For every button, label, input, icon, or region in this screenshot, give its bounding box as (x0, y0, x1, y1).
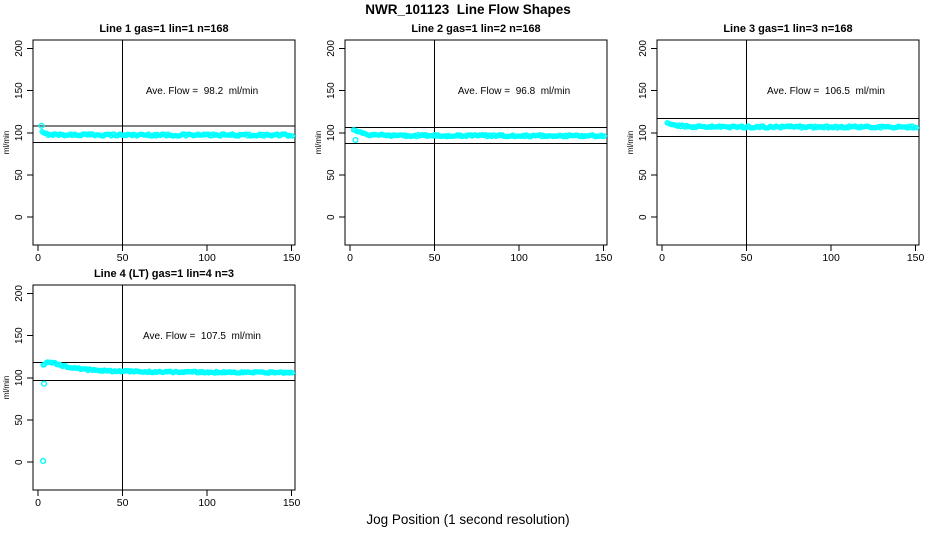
x-tick-label: 100 (198, 497, 216, 508)
y-tick-label: 150 (638, 82, 649, 99)
data-point (601, 133, 608, 139)
x-tick-label: 50 (117, 252, 129, 263)
subplot-line-1: Line 1 gas=1 lin=1 n=168 Ave. Flow = 98.… (0, 18, 312, 263)
data-points (38, 122, 296, 139)
outlier-point (39, 457, 47, 465)
subplot-title: Line 2 gas=1 lin=2 n=168 (411, 23, 541, 35)
subplot-title: Line 1 gas=1 lin=1 n=168 (99, 23, 229, 35)
data-points (39, 359, 296, 465)
x-tick-label: 50 (429, 252, 441, 263)
plot-canvas-line-2: 0 50 100 150 200 0 50 100 150 ml/min (314, 39, 613, 263)
y-tick-label: 150 (14, 82, 25, 99)
y-axis-unit-label: ml/min (314, 131, 323, 155)
plot-border (344, 39, 608, 246)
data-point (289, 370, 296, 376)
y-axis-unit-label: ml/min (626, 131, 635, 155)
subplot-title: Line 4 (LT) gas=1 lin=4 n=3 (93, 268, 235, 280)
y-tick-label: 50 (638, 169, 649, 181)
ave-flow-annotation: Ave. Flow = 107.5 ml/min (143, 331, 261, 342)
y-tick-label: 100 (326, 124, 337, 141)
outlier-point (38, 122, 45, 129)
data-point (913, 124, 920, 131)
subplot-line-3: Line 3 gas=1 lin=3 n=168 Ave. Flow = 106… (624, 18, 936, 263)
x-tick-label: 0 (35, 252, 41, 263)
y-axis-unit-label: ml/min (2, 376, 11, 400)
data-points (664, 120, 920, 131)
x-tick-label: 100 (198, 252, 216, 263)
y-tick-label: 150 (14, 327, 25, 344)
ave-flow-annotation: Ave. Flow = 98.2 ml/min (145, 86, 259, 97)
y-tick-label: 0 (326, 214, 337, 220)
x-tick-label: 100 (510, 252, 528, 263)
y-tick-label: 100 (638, 124, 649, 141)
plot-canvas-line-1: 0 50 100 150 200 0 50 100 150 ml/min (2, 39, 301, 263)
data-point (289, 133, 296, 139)
x-tick-label: 150 (595, 252, 613, 263)
ave-flow-annotation: Ave. Flow = 96.8 ml/min (457, 86, 571, 97)
x-tick-label: 0 (347, 252, 353, 263)
y-tick-label: 200 (638, 40, 649, 57)
x-tick-label: 50 (741, 252, 753, 263)
y-tick-label: 200 (14, 285, 25, 302)
outlier-point (352, 136, 359, 144)
y-tick-label: 0 (14, 459, 25, 465)
plot-border (656, 39, 920, 246)
outlier-point (40, 380, 48, 387)
x-tick-label: 0 (35, 497, 41, 508)
y-tick-label: 50 (14, 414, 25, 426)
plot-canvas-line-3: 0 50 100 150 200 0 50 100 150 ml/min (626, 39, 925, 263)
y-tick-label: 100 (14, 369, 25, 386)
y-tick-label: 200 (14, 40, 25, 57)
y-tick-label: 100 (14, 124, 25, 141)
y-axis-unit-label: ml/min (2, 131, 11, 155)
subplot-line-4: Line 4 (LT) gas=1 lin=4 n=3 Ave. Flow = … (0, 263, 312, 508)
ave-flow-annotation: Ave. Flow = 106.5 ml/min (767, 86, 885, 97)
y-tick-label: 50 (14, 169, 25, 181)
data-points (350, 127, 608, 144)
subplot-title: Line 3 gas=1 lin=3 n=168 (723, 23, 853, 35)
x-axis-label: Jog Position (1 second resolution) (366, 512, 570, 527)
plot-canvas-line-4: 0 50 100 150 200 0 50 100 150 ml/min (2, 284, 301, 508)
x-tick-label: 150 (283, 497, 301, 508)
y-tick-label: 0 (14, 214, 25, 220)
page-title: NWR_101123 Line Flow Shapes (365, 2, 571, 17)
x-tick-label: 100 (822, 252, 840, 263)
y-tick-label: 50 (326, 169, 337, 181)
y-tick-label: 200 (326, 40, 337, 57)
x-tick-label: 150 (907, 252, 925, 263)
x-tick-label: 0 (659, 252, 665, 263)
y-tick-label: 0 (638, 214, 649, 220)
plot-border (32, 284, 296, 491)
x-tick-label: 150 (283, 252, 301, 263)
y-tick-label: 150 (326, 82, 337, 99)
x-tick-label: 50 (117, 497, 129, 508)
subplot-line-2: Line 2 gas=1 lin=2 n=168 Ave. Flow = 96.… (312, 18, 624, 263)
